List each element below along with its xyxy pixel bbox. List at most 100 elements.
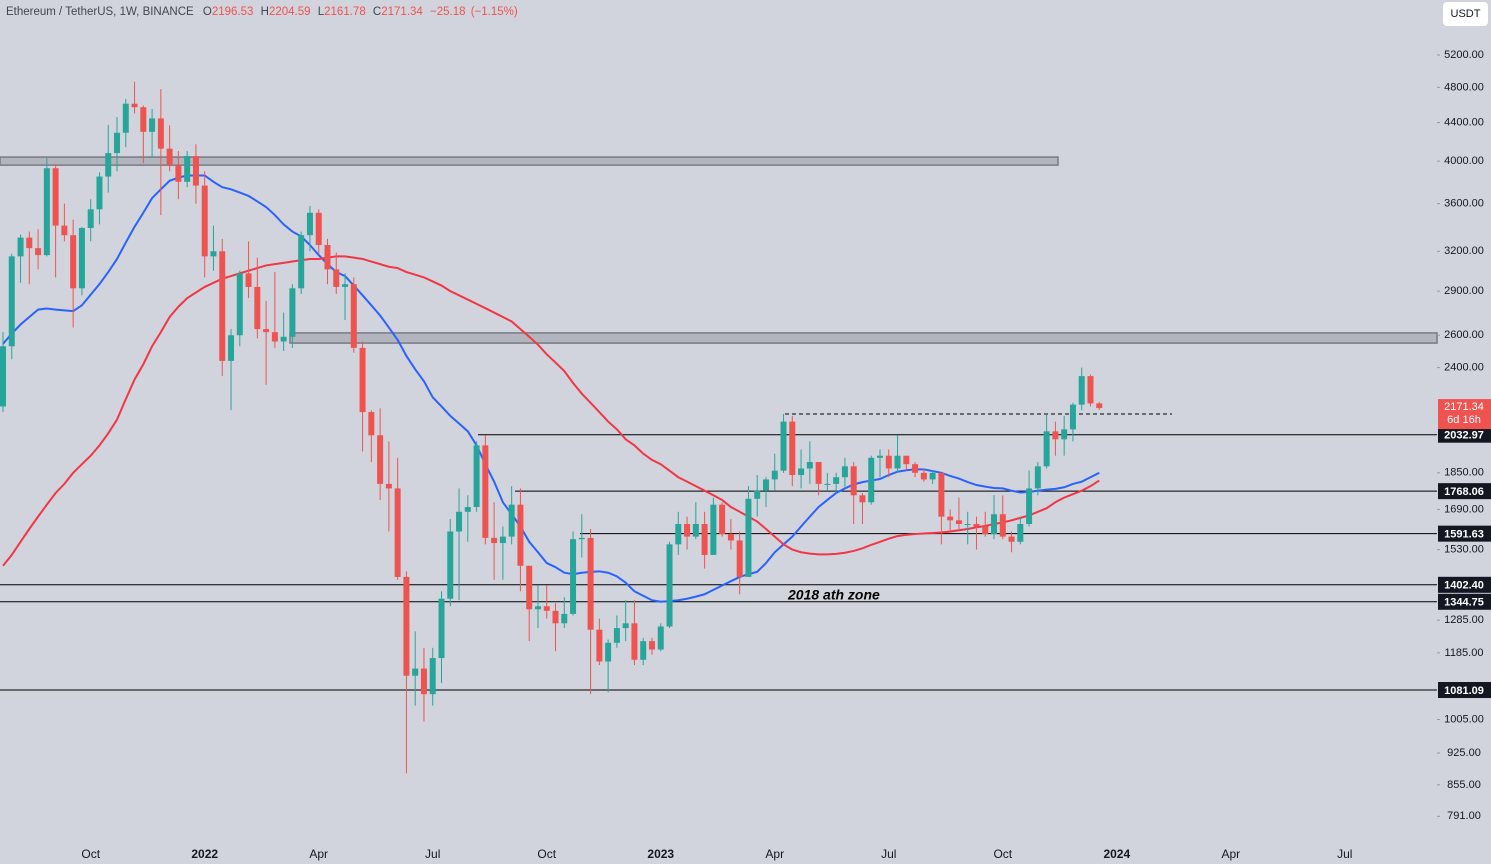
- candle: [456, 488, 463, 601]
- candle-body: [982, 526, 989, 535]
- candle-body: [789, 421, 796, 476]
- level-label-box: [1438, 682, 1491, 699]
- candle-body: [52, 168, 59, 226]
- candle-body: [894, 455, 901, 469]
- candle-body: [675, 524, 682, 545]
- x-tick-label: 2023: [647, 847, 674, 861]
- candle-body: [903, 455, 910, 465]
- y-tick-label: 4800.00: [1444, 81, 1484, 93]
- candle: [70, 219, 77, 328]
- candle-body: [280, 336, 287, 342]
- candle-body: [210, 251, 217, 257]
- candle: [149, 108, 156, 158]
- candle: [578, 514, 585, 558]
- candle: [561, 597, 568, 629]
- candle-body: [192, 156, 199, 186]
- candle: [570, 531, 577, 616]
- x-tick-label: Apr: [1221, 847, 1240, 861]
- candle: [631, 600, 638, 666]
- candle-body: [859, 495, 866, 503]
- candle: [780, 413, 787, 473]
- x-tick-label: Jul: [881, 847, 896, 861]
- candle-body: [61, 225, 68, 236]
- candle-body: [561, 613, 568, 624]
- candle: [219, 238, 226, 377]
- candle: [526, 565, 533, 642]
- axes: 2032.97 1768.06 1591.63 1402.40 1344.75 1081.…: [81, 49, 1491, 861]
- candle: [1069, 402, 1076, 442]
- candle: [201, 171, 208, 278]
- candle-body: [570, 539, 577, 614]
- candle: [105, 124, 112, 193]
- candle: [903, 455, 910, 471]
- candle-body: [517, 504, 524, 566]
- candle-body: [149, 118, 156, 132]
- y-tick-label: 925.00: [1447, 747, 1481, 759]
- candle: [429, 647, 436, 706]
- candle-body: [745, 498, 752, 577]
- candle-body: [1087, 376, 1094, 404]
- candle-body: [385, 483, 392, 489]
- candle-body: [771, 470, 778, 480]
- candle-body: [701, 524, 708, 555]
- candle: [140, 105, 147, 164]
- candle: [605, 639, 612, 693]
- candle: [245, 241, 252, 299]
- candle-body: [613, 628, 620, 643]
- candle: [78, 226, 85, 296]
- candle-body: [131, 103, 138, 108]
- candle: [280, 312, 287, 352]
- level-label-box: [1438, 426, 1491, 443]
- candles: [0, 81, 1103, 774]
- candle-body: [298, 235, 305, 289]
- candle: [131, 81, 138, 114]
- currency-button[interactable]: [1443, 2, 1488, 26]
- candle: [955, 497, 962, 530]
- candle-body: [0, 346, 6, 407]
- symbol: Ethereum / TetherUS, 1W, BINANCE: [6, 6, 194, 18]
- candle-body: [1052, 431, 1059, 440]
- candle: [394, 457, 401, 580]
- currency[interactable]: USDT: [1451, 8, 1481, 20]
- candle: [306, 205, 313, 252]
- candle: [675, 511, 682, 555]
- candle-body: [333, 269, 340, 287]
- candle: [727, 519, 734, 550]
- candle: [236, 270, 243, 347]
- candle-body: [70, 235, 77, 289]
- x-tick-label: Oct: [537, 847, 556, 861]
- candle-body: [254, 286, 261, 330]
- ohlc-label: O: [203, 6, 212, 18]
- candle-body: [534, 606, 541, 610]
- candle-body: [228, 335, 235, 361]
- candle: [973, 516, 980, 550]
- x-tick-label: Jul: [1337, 847, 1352, 861]
- candle-body: [473, 445, 480, 508]
- zones: [0, 156, 1438, 344]
- candle: [385, 441, 392, 532]
- candle-body: [87, 209, 94, 228]
- y-tick-label: 2400.00: [1444, 362, 1484, 374]
- y-tick-label: 3600.00: [1444, 198, 1484, 210]
- ohlc-label: L: [318, 6, 325, 18]
- candle-body: [824, 483, 831, 485]
- candle-body: [175, 165, 182, 182]
- candle: [1078, 367, 1085, 411]
- candle-body: [289, 288, 296, 337]
- candle: [1026, 470, 1033, 527]
- change-percent: (−1.15%): [471, 6, 518, 18]
- candle: [552, 603, 559, 652]
- candle-body: [8, 256, 15, 347]
- candle-body: [491, 537, 498, 544]
- candle: [640, 637, 647, 666]
- y-tick-label: 855.00: [1447, 779, 1481, 791]
- candle-body: [1043, 431, 1050, 467]
- candle-body: [727, 534, 734, 541]
- candle: [35, 229, 42, 270]
- candle-body: [499, 536, 506, 544]
- candle: [1061, 415, 1068, 456]
- ohlc-label: H: [261, 6, 269, 18]
- low-value: 2161.78: [324, 6, 366, 18]
- y-tick-label: 1185.00: [1445, 647, 1484, 659]
